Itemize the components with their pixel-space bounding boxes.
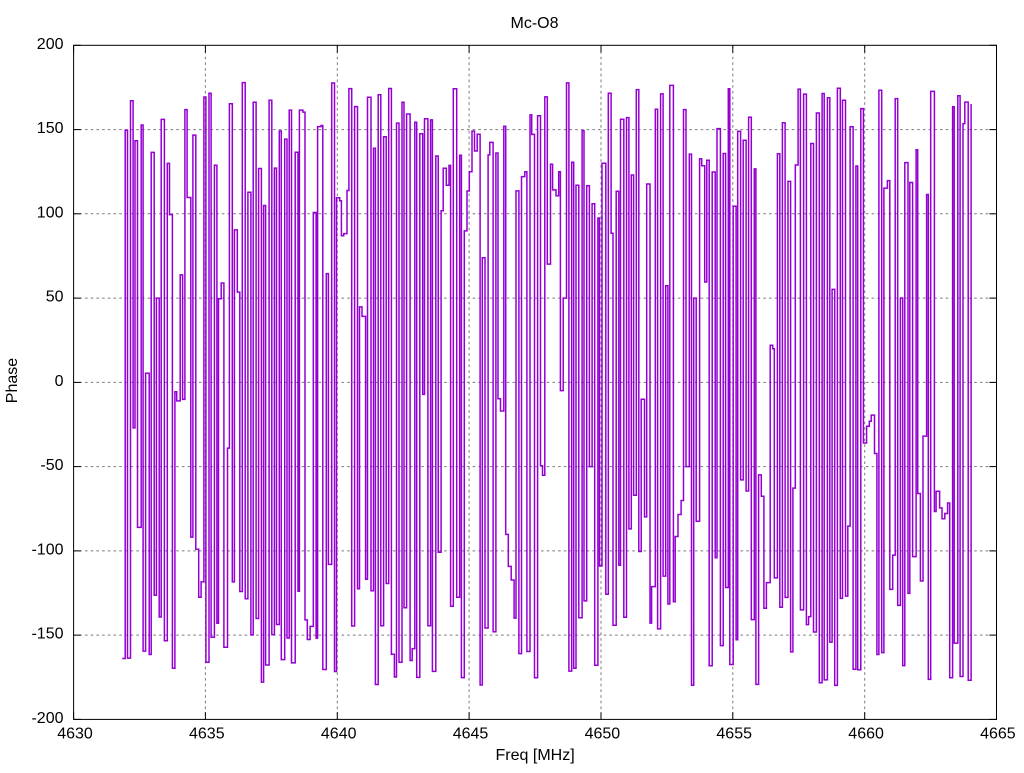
svg-text:0: 0 — [55, 373, 64, 390]
svg-text:4640: 4640 — [321, 726, 357, 743]
svg-text:4635: 4635 — [189, 726, 225, 743]
svg-text:50: 50 — [46, 289, 64, 306]
svg-text:200: 200 — [37, 36, 64, 53]
svg-text:4665: 4665 — [980, 726, 1016, 743]
svg-text:4650: 4650 — [585, 726, 621, 743]
svg-text:-150: -150 — [31, 626, 63, 643]
svg-text:150: 150 — [37, 120, 64, 137]
svg-text:4655: 4655 — [716, 726, 752, 743]
svg-text:Mc-O8: Mc-O8 — [511, 15, 559, 32]
svg-text:4645: 4645 — [453, 726, 489, 743]
svg-text:100: 100 — [37, 204, 64, 221]
svg-text:4630: 4630 — [57, 726, 93, 743]
svg-text:-100: -100 — [31, 542, 63, 559]
svg-text:-50: -50 — [40, 457, 63, 474]
svg-text:Phase: Phase — [4, 358, 21, 403]
svg-text:Freq [MHz]: Freq [MHz] — [496, 747, 575, 764]
svg-text:4660: 4660 — [848, 726, 884, 743]
svg-text:-200: -200 — [31, 710, 63, 727]
